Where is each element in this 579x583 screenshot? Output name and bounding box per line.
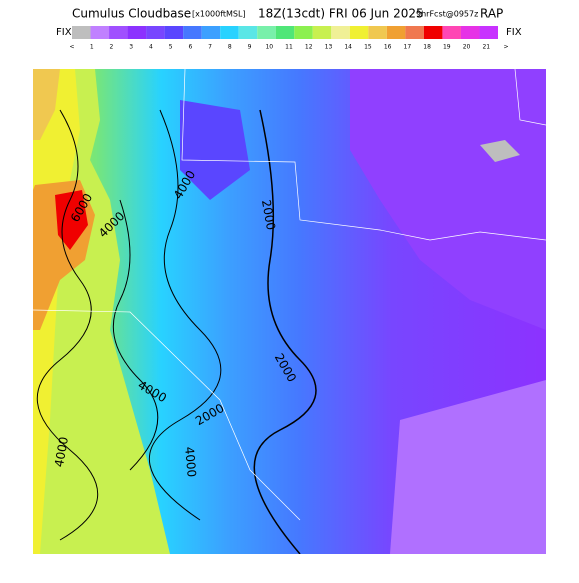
- region-blue: [180, 100, 250, 200]
- contour-line: [112, 199, 159, 471]
- colorbar-label: 16: [384, 44, 392, 51]
- title: Cumulus Cloudbase [x1000ftMSL] 18Z(13cdt…: [72, 7, 503, 21]
- title-main: Cumulus Cloudbase: [72, 7, 191, 21]
- colorbar-swatch: [257, 26, 276, 39]
- colorbar-label: 19: [443, 44, 451, 51]
- colorbar-swatch: [460, 26, 480, 39]
- colorbar-swatch: [405, 26, 424, 39]
- contour-label: 4000: [182, 446, 199, 478]
- colorbar-swatch: [220, 26, 239, 39]
- contour-line: [148, 109, 222, 521]
- colorbar-label: <: [69, 44, 74, 51]
- fix-left: FIX: [56, 27, 72, 38]
- colorbar-label: 8: [228, 44, 232, 51]
- colorbar-label: 14: [344, 44, 352, 51]
- region-violet: [390, 380, 546, 554]
- colorbar-label: 18: [423, 44, 431, 51]
- colorbar-swatch: [331, 26, 350, 39]
- colorbar-label: 4: [149, 44, 153, 51]
- colorbar-swatch: [146, 26, 165, 39]
- colorbar-swatch: [368, 26, 387, 39]
- contour-line: [36, 109, 98, 541]
- contour-label: 4000: [52, 436, 71, 469]
- colorbar-swatch: [294, 26, 313, 39]
- colorbar-swatch: [386, 26, 406, 39]
- colorbar-swatch: [127, 26, 147, 39]
- colorbar-label: 17: [404, 44, 412, 51]
- colorbar-label: 5: [169, 44, 173, 51]
- colorbar-swatch: [442, 26, 461, 39]
- colorbar-label: 15: [364, 44, 372, 51]
- colorbar-swatch: [72, 26, 91, 39]
- colorbar: <1 2 3 4 5 6 7 8 9 10 11 12 13 14 15 16 17 18 19 20 21 >: [69, 26, 509, 51]
- contour-label: 2000: [259, 199, 278, 232]
- border: [514, 69, 546, 126]
- colorbar-swatch: [183, 26, 202, 39]
- colorbar-label: 21: [482, 44, 490, 51]
- colorbar-label: 3: [129, 44, 133, 51]
- title-fcst: 9hrFcst@0957z: [416, 10, 478, 19]
- region-gray: [480, 140, 520, 162]
- colorbar-label: 12: [305, 44, 313, 51]
- title-model: RAP: [480, 7, 503, 21]
- title-time: 18Z(13cdt) FRI 06 Jun 2025: [258, 7, 424, 21]
- colorbar-swatch: [349, 26, 369, 39]
- region-gold: [33, 69, 60, 140]
- colorbar-swatch: [238, 26, 258, 39]
- colorbar-swatch: [479, 26, 498, 39]
- colorbar-swatch: [164, 26, 184, 39]
- colorbar-label: 20: [463, 44, 471, 51]
- colorbar-label: 10: [265, 44, 273, 51]
- colorbar-label: 13: [325, 44, 333, 51]
- fix-right: FIX: [506, 27, 522, 38]
- colorbar-label: 9: [248, 44, 252, 51]
- colorbar-label: >: [503, 44, 508, 51]
- colorbar-label: 1: [90, 44, 94, 51]
- colorbar-label: 11: [285, 44, 293, 51]
- border: [181, 69, 546, 241]
- colorbar-label: 6: [188, 44, 192, 51]
- colorbar-swatch: [312, 26, 332, 39]
- colorbar-label: 2: [110, 44, 114, 51]
- colorbar-label: 7: [208, 44, 212, 51]
- region-purple: [350, 69, 546, 330]
- colorbar-swatch: [90, 26, 110, 39]
- colorbar-swatch: [109, 26, 128, 39]
- region-red: [55, 190, 88, 250]
- colorbar-swatch: [275, 26, 295, 39]
- colorbar-swatch: [201, 26, 221, 39]
- contour-line: [253, 109, 317, 554]
- colorbar-swatch: [423, 26, 443, 39]
- title-units: [x1000ftMSL]: [192, 10, 246, 19]
- border: [33, 309, 301, 521]
